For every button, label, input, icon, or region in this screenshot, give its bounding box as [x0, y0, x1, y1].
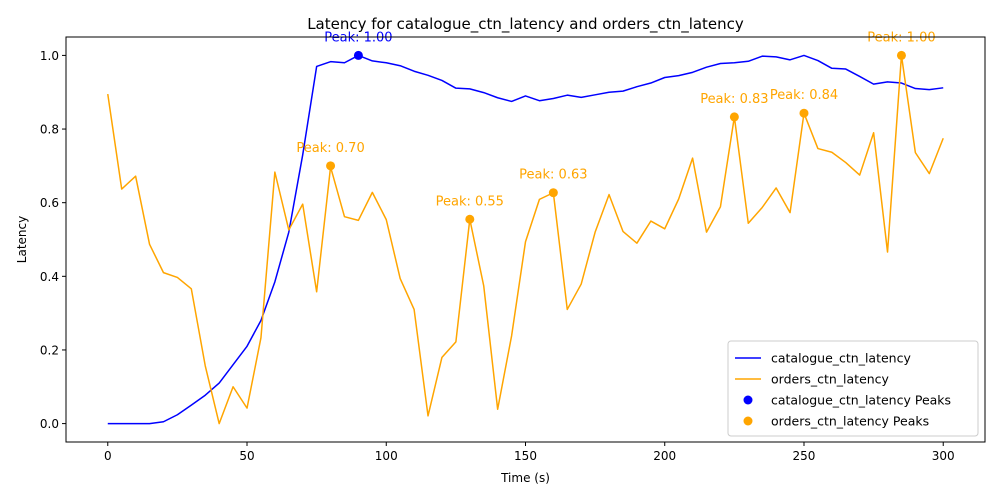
- legend-marker-swatch: [743, 395, 753, 405]
- y-tick-label: 0.4: [40, 270, 59, 284]
- peak-label: Peak: 0.55: [436, 194, 504, 209]
- x-tick-label: 0: [104, 449, 112, 463]
- x-axis-title: Time (s): [500, 471, 550, 485]
- y-tick-label: 0.2: [40, 343, 59, 357]
- x-tick-label: 50: [239, 449, 254, 463]
- y-axis-title: Latency: [15, 216, 29, 263]
- peak-marker: [326, 161, 336, 171]
- peak-label: Peak: 1.00: [324, 30, 392, 45]
- y-tick-label: 0.6: [40, 196, 59, 210]
- peak-label: Peak: 0.83: [700, 92, 768, 107]
- legend-label: orders_ctn_latency: [771, 372, 890, 387]
- chart-title: Latency for catalogue_ctn_latency and or…: [307, 15, 744, 34]
- legend-label: catalogue_ctn_latency Peaks: [771, 393, 951, 408]
- peak-marker: [353, 50, 363, 60]
- legend-label: orders_ctn_latency Peaks: [771, 414, 929, 429]
- y-tick-label: 1.0: [40, 49, 59, 63]
- x-tick-label: 250: [793, 449, 816, 463]
- peak-marker: [548, 188, 558, 198]
- peak-marker: [799, 108, 809, 118]
- legend-box: [727, 340, 979, 437]
- peak-label: Peak: 0.70: [296, 141, 364, 156]
- peak-marker: [896, 50, 906, 60]
- peak-label: Peak: 0.84: [770, 88, 838, 103]
- peak-label: Peak: 0.63: [519, 168, 587, 183]
- x-tick-label: 200: [653, 449, 676, 463]
- legend-marker-swatch: [743, 416, 753, 426]
- peak-marker: [729, 112, 739, 122]
- x-tick-label: 300: [932, 449, 955, 463]
- y-tick-label: 0.0: [40, 417, 59, 431]
- series-line-catalogue-ctn-latency: [107, 54, 944, 425]
- legend: catalogue_ctn_latency orders_ctn_latencyc…: [727, 340, 979, 437]
- peak-label: Peak: 1.00: [867, 30, 935, 45]
- y-tick-label: 0.8: [40, 123, 59, 137]
- x-tick-label: 100: [375, 449, 398, 463]
- legend-label: catalogue_ctn_latency: [771, 351, 911, 366]
- x-tick-label: 150: [514, 449, 537, 463]
- axes: 0 50 100 150 200 250 300 0.0 0.2 0.4 0.6 0.8 1.0: [40, 49, 955, 463]
- plot-area: Peak: 1.00 Peak: 0.70 Peak: 0.55 Peak: 0.63…: [107, 30, 944, 425]
- peak-marker: [465, 214, 475, 224]
